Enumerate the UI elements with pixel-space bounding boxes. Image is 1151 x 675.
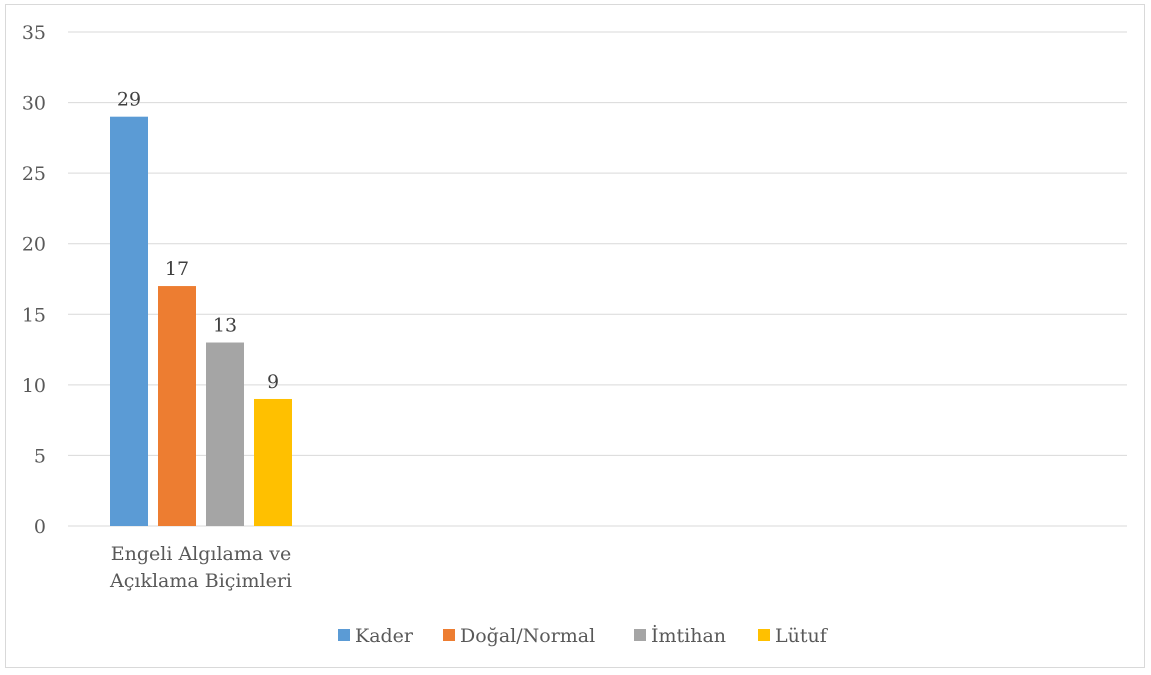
y-tick-label: 35 — [22, 22, 46, 44]
x-category-label: Açıklama Biçimleri — [109, 570, 292, 592]
legend-label: Lütuf — [775, 625, 829, 647]
y-axis-tick-labels: 0 5 10 15 20 25 30 35 — [22, 22, 46, 538]
bar-l-tuf — [254, 398, 292, 526]
data-label: 9 — [267, 371, 279, 393]
legend-swatch — [634, 629, 646, 641]
legend-label: Doğal/Normal — [460, 625, 595, 647]
legend-swatch — [758, 629, 770, 641]
bar-do-al-normal — [158, 286, 196, 526]
gridlines — [68, 31, 1127, 527]
legend-label: İmtihan — [651, 624, 726, 647]
data-label: 13 — [213, 315, 237, 337]
y-tick-label: 25 — [22, 163, 46, 185]
x-category-label: Engeli Algılama ve — [111, 543, 292, 565]
data-label: 29 — [117, 89, 141, 111]
y-tick-label: 20 — [22, 234, 46, 256]
bars — [110, 116, 292, 526]
legend-swatch — [443, 629, 455, 641]
legend-label: Kader — [355, 625, 414, 647]
legend-swatch — [338, 629, 350, 641]
y-tick-label: 5 — [34, 445, 46, 467]
y-tick-label: 30 — [22, 93, 46, 115]
bar-i-mtihan — [206, 342, 244, 526]
bar-kader — [110, 116, 148, 526]
x-axis-category-labels: Engeli Algılama ve Açıklama Biçimleri — [109, 543, 292, 592]
legend: Kader Doğal/Normal İmtihan Lütuf — [338, 624, 829, 647]
y-tick-label: 10 — [22, 375, 46, 397]
data-labels: 29 17 13 9 — [117, 89, 279, 393]
data-label: 17 — [165, 258, 189, 280]
y-tick-label: 15 — [22, 304, 46, 326]
y-tick-label: 0 — [34, 516, 46, 538]
